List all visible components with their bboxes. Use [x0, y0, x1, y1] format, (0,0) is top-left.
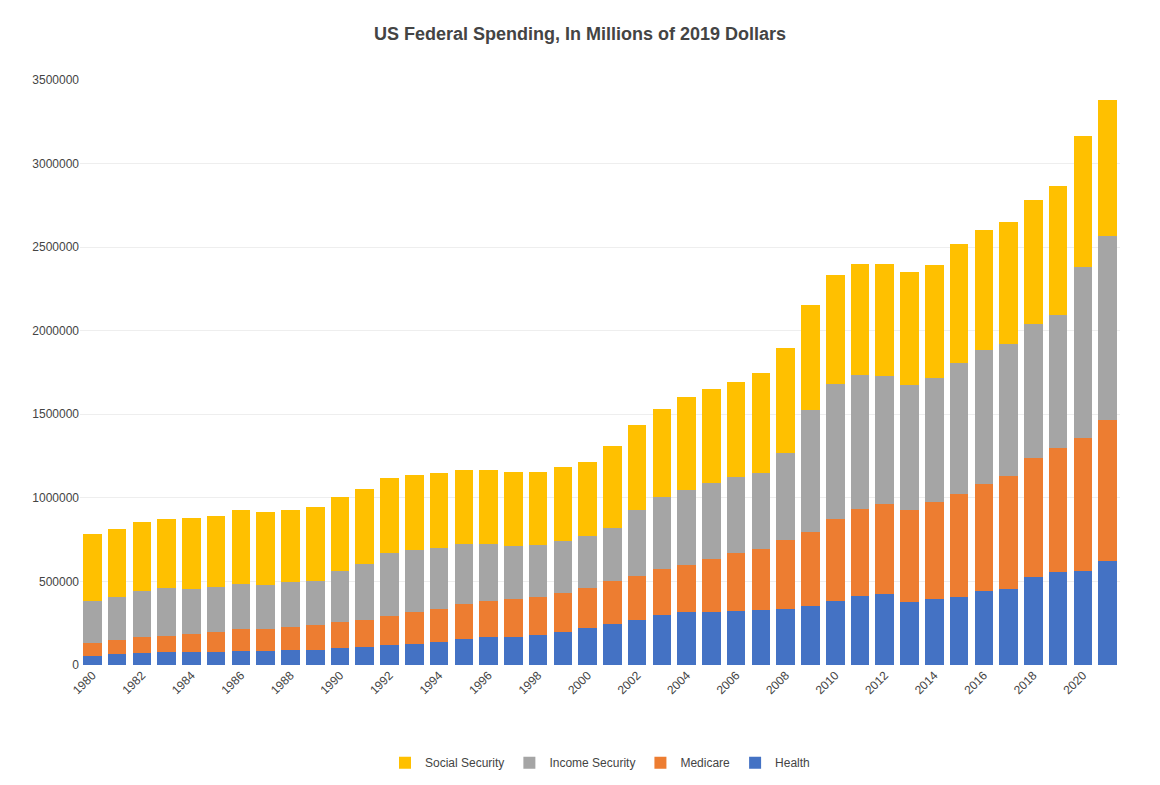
svg-text:2002: 2002 [615, 668, 644, 697]
svg-text:1980: 1980 [70, 668, 99, 697]
svg-text:1984: 1984 [169, 668, 198, 697]
svg-text:1994: 1994 [417, 668, 446, 697]
svg-text:1500000: 1500000 [32, 407, 79, 421]
svg-text:0: 0 [72, 658, 79, 672]
svg-text:2012: 2012 [862, 668, 891, 697]
svg-text:2000000: 2000000 [32, 324, 79, 338]
svg-text:1996: 1996 [466, 668, 495, 697]
svg-text:3500000: 3500000 [32, 73, 79, 87]
svg-text:2020: 2020 [1060, 668, 1089, 697]
svg-text:2010: 2010 [813, 668, 842, 697]
svg-text:2000: 2000 [565, 668, 594, 697]
svg-text:1986: 1986 [219, 668, 248, 697]
svg-text:US Federal Spending, In Millio: US Federal Spending, In Millions of 2019… [374, 24, 786, 44]
svg-text:3000000: 3000000 [32, 157, 79, 171]
svg-text:2004: 2004 [664, 668, 693, 697]
svg-text:1982: 1982 [119, 668, 148, 697]
svg-text:2008: 2008 [763, 668, 792, 697]
svg-text:1998: 1998 [516, 668, 545, 697]
svg-text:2016: 2016 [961, 668, 990, 697]
svg-text:1988: 1988 [268, 668, 297, 697]
svg-text:2006: 2006 [714, 668, 743, 697]
svg-text:Health: Health [775, 756, 810, 770]
svg-text:1000000: 1000000 [32, 491, 79, 505]
svg-text:2500000: 2500000 [32, 240, 79, 254]
svg-text:1992: 1992 [367, 668, 396, 697]
svg-text:1990: 1990 [318, 668, 347, 697]
svg-text:Medicare: Medicare [680, 756, 730, 770]
svg-text:2014: 2014 [912, 668, 941, 697]
svg-text:2018: 2018 [1011, 668, 1040, 697]
svg-text:500000: 500000 [39, 575, 79, 589]
svg-text:Social Security: Social Security [425, 756, 504, 770]
svg-text:Income Security: Income Security [549, 756, 635, 770]
